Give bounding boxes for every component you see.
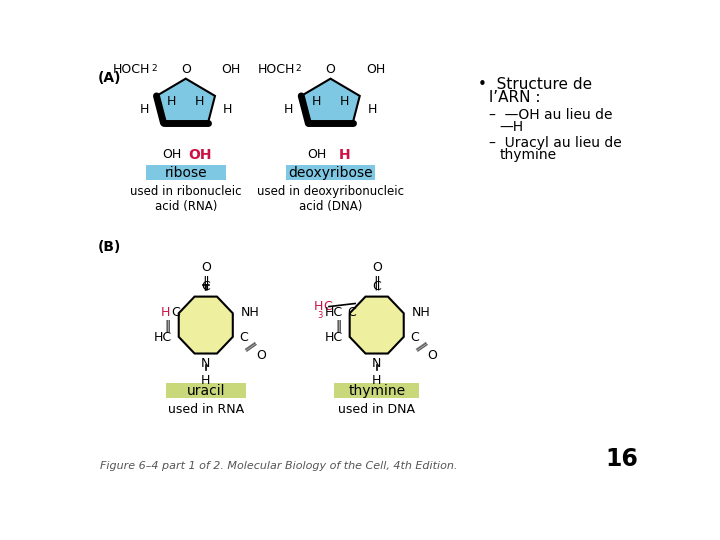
Text: 3: 3 <box>318 311 323 320</box>
Text: OH: OH <box>188 148 212 162</box>
Polygon shape <box>156 79 215 123</box>
Text: C: C <box>323 300 331 313</box>
Text: —H: —H <box>499 120 523 134</box>
Text: H: H <box>195 95 204 108</box>
Text: ‖: ‖ <box>335 319 341 332</box>
Bar <box>334 383 419 398</box>
Text: l’ARN :: l’ARN : <box>489 90 541 105</box>
Text: C: C <box>347 306 356 319</box>
Text: used in ribonucleic
acid (RNA): used in ribonucleic acid (RNA) <box>130 185 241 213</box>
Text: N: N <box>201 357 210 370</box>
Text: ‖: ‖ <box>164 319 171 332</box>
Text: –  —OH au lieu de: – —OH au lieu de <box>489 108 613 122</box>
Text: O: O <box>372 261 382 274</box>
Text: 2: 2 <box>151 64 157 73</box>
Text: 16: 16 <box>606 447 639 471</box>
Text: H: H <box>201 374 210 387</box>
Text: O: O <box>181 63 191 76</box>
Text: H: H <box>340 95 349 108</box>
Text: ribose: ribose <box>164 166 207 180</box>
Polygon shape <box>301 79 360 123</box>
Text: –  Uracyl au lieu de: – Uracyl au lieu de <box>489 136 622 150</box>
Text: (B): (B) <box>98 240 122 254</box>
Text: used in RNA: used in RNA <box>168 403 244 416</box>
Text: H: H <box>284 103 294 116</box>
Text: O: O <box>256 349 266 362</box>
Text: O: O <box>201 261 211 274</box>
Text: HC: HC <box>325 306 343 319</box>
Text: •  Structure de: • Structure de <box>478 77 593 92</box>
Text: HC: HC <box>154 331 172 344</box>
Text: OH: OH <box>307 148 326 161</box>
Text: HOCH: HOCH <box>113 63 150 76</box>
Bar <box>286 165 375 180</box>
Text: H: H <box>222 103 232 116</box>
Text: ‖: ‖ <box>202 275 210 290</box>
Text: H: H <box>338 148 350 162</box>
Text: H: H <box>312 95 321 108</box>
Text: C: C <box>240 331 248 344</box>
Text: uracil: uracil <box>186 383 225 397</box>
Text: C: C <box>410 331 419 344</box>
Text: ‖: ‖ <box>413 340 427 353</box>
Text: used in deoxyribonucleic
acid (DNA): used in deoxyribonucleic acid (DNA) <box>257 185 404 213</box>
Text: OH: OH <box>162 148 181 161</box>
Text: H: H <box>140 103 149 116</box>
Text: H: H <box>372 374 382 387</box>
Text: NH: NH <box>412 306 431 319</box>
Text: thymine: thymine <box>499 148 557 162</box>
Text: H: H <box>367 103 377 116</box>
Text: 2: 2 <box>296 64 302 73</box>
Text: NH: NH <box>241 306 260 319</box>
Text: Figure 6–4 part 1 of 2. Molecular Biology of the Cell, 4th Edition.: Figure 6–4 part 1 of 2. Molecular Biolog… <box>99 461 457 471</box>
Text: C: C <box>202 280 210 293</box>
Text: deoxyribose: deoxyribose <box>288 166 373 180</box>
Text: C: C <box>171 306 180 319</box>
Text: OH: OH <box>221 63 240 76</box>
Text: O: O <box>428 349 437 362</box>
Text: O: O <box>325 63 336 76</box>
Text: HOCH: HOCH <box>258 63 295 76</box>
Text: H: H <box>167 95 176 108</box>
Text: C: C <box>372 280 381 293</box>
Bar <box>166 383 246 398</box>
Text: used in DNA: used in DNA <box>338 403 415 416</box>
Text: H: H <box>313 300 323 313</box>
Text: HC: HC <box>325 331 343 344</box>
Text: thymine: thymine <box>348 383 405 397</box>
Text: OH: OH <box>366 63 385 76</box>
Bar <box>145 165 226 180</box>
Text: ‖: ‖ <box>242 340 256 353</box>
Text: N: N <box>372 357 382 370</box>
Text: ‖: ‖ <box>373 275 380 290</box>
Text: H: H <box>161 306 171 319</box>
Text: (A): (A) <box>98 71 122 85</box>
Polygon shape <box>179 296 233 354</box>
Polygon shape <box>350 296 404 354</box>
